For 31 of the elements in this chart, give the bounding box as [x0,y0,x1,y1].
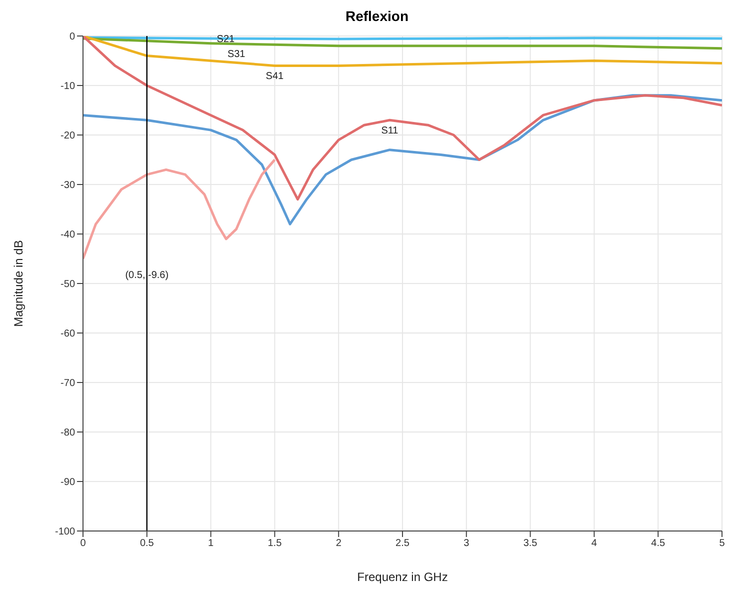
x-tick-label: 1.5 [268,538,282,550]
x-tick-label: 0.5 [140,538,154,550]
y-tick-label: -70 [60,378,76,390]
x-tick-label: 4.5 [651,538,666,550]
x-tick-label: 4 [591,538,598,550]
y-tick-label: -80 [60,428,76,439]
annotation: S11 [381,125,399,136]
y-tick-label: -40 [60,230,76,241]
y-tick-label: -100 [54,526,76,538]
y-tick-label: -20 [60,130,76,142]
x-tick-label: 3.5 [523,538,538,550]
y-tick-label: -30 [60,180,76,192]
x-tick-label: 3 [464,538,470,550]
y-tick-label: -90 [60,477,76,488]
ref-line-label: (0.5, -9.6) [125,270,169,282]
annotation: S31 [227,49,246,60]
y-tick-label: -60 [60,328,76,340]
x-tick-label: 1 [208,538,214,550]
y-tick-label: -10 [60,81,76,92]
chart-title: Reflexion [344,8,410,26]
x-tick-label: 0 [80,538,86,550]
annotation: S41 [266,70,284,82]
line-series [83,158,276,260]
y-tick-label: -50 [60,279,76,290]
y-axis-title: Magnitude in dB [11,240,26,327]
x-tick-label: 5 [719,538,726,550]
y-tick-label: 0 [69,32,76,43]
x-tick-label: 2.5 [396,538,410,550]
x-tick-label: 2 [336,538,342,550]
annotation: S21 [216,34,236,46]
x-axis-title: Frequenz in GHz [357,570,448,584]
